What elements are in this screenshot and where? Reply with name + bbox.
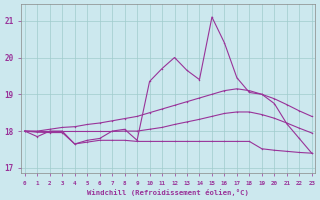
X-axis label: Windchill (Refroidissement éolien,°C): Windchill (Refroidissement éolien,°C) — [87, 189, 249, 196]
